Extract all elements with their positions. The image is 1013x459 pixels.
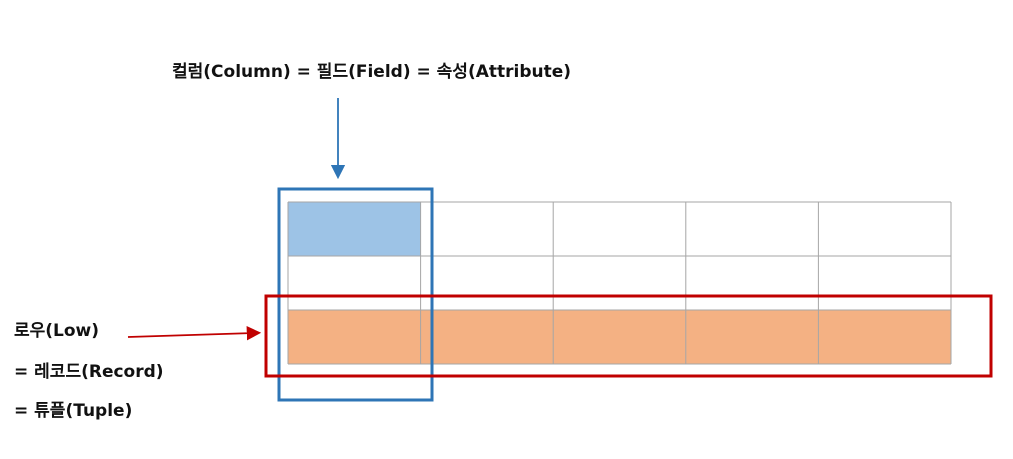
table-cell [420,310,554,364]
table-cell [553,202,686,256]
row-pointer-arrow [127,326,262,341]
table-cell [685,310,819,364]
table-cell [553,310,686,364]
table-cell [420,256,554,310]
row-label-line: = 튜플(Tuple) [14,401,133,421]
table-cell [288,310,421,364]
table-cell [818,256,951,310]
row-label-line: = 레코드(Record) [14,362,164,382]
table-cell [553,256,686,310]
table-cell [420,202,554,256]
table-cell [818,202,951,256]
table-cell [288,256,421,310]
table-cell [288,202,421,256]
column-label: 컬럼(Column) = 필드(Field) = 속성(Attribute) [172,62,572,82]
table-cell [685,256,819,310]
table-cell [685,202,819,256]
row-highlight-box [264,294,993,378]
table-cell [818,310,951,364]
row-label-line: 로우(Low) [14,321,100,341]
